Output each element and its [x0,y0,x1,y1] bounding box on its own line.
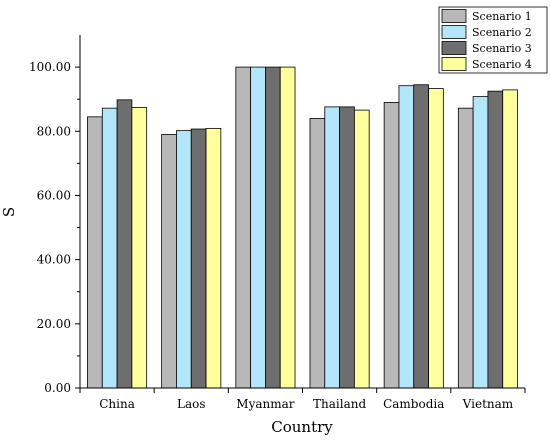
legend-label: Scenario 3 [472,42,532,55]
ticks-layer: 0.00 20.00 40.00 60.00 80.00 100.00 China Laos M… [29,60,526,411]
legend-label: Scenario 4 [472,58,532,71]
bar-laos-scenario-1 [161,134,177,389]
y-tick-label: 20.00 [37,317,71,331]
bar-china-scenario-3 [116,99,133,389]
y-tick-label: 80.00 [37,124,71,138]
x-tick-label: Thailand [313,397,366,411]
x-tick-label: China [99,397,135,411]
bar-myanmar-scenario-4 [279,66,296,389]
legend-swatch [441,57,467,71]
bar-china-scenario-2 [101,107,118,389]
y-axis-title: S [0,207,18,217]
x-tick-label: Myanmar [236,397,294,411]
legend: Scenario 1 Scenario 2 Scenario 3 Scenario 4 [438,6,548,74]
bar-vietnam-scenario-4 [502,89,518,389]
bar-china-scenario-4 [131,107,148,389]
y-tick-label: 60.00 [37,188,71,202]
bar-vietnam-scenario-1 [457,107,474,389]
y-tick-label: 100.00 [29,60,71,74]
bar-cambodia-scenario-3 [413,84,429,389]
bar-laos-scenario-2 [176,130,192,389]
legend-label: Scenario 2 [472,26,532,39]
legend-swatch [441,25,467,39]
bar-thailand-scenario-2 [324,106,340,389]
bar-thailand-scenario-3 [339,106,355,389]
y-tick-label: 40.00 [37,253,71,267]
x-axis-title: Country [271,418,333,436]
bar-laos-scenario-3 [190,128,207,389]
bar-myanmar-scenario-2 [250,66,266,389]
legend-swatch [441,9,467,23]
bar-myanmar-scenario-1 [235,66,252,389]
bar-cambodia-scenario-1 [383,101,400,389]
legend-swatch [441,41,467,55]
bar-thailand-scenario-1 [309,118,326,389]
y-tick-label: 0.00 [44,381,71,395]
bars-layer [87,66,518,389]
x-tick-label: Cambodia [383,397,444,411]
bar-cambodia-scenario-4 [428,88,444,389]
x-tick-label: Vietnam [462,397,514,411]
bar-china-scenario-1 [87,116,103,389]
x-tick-label: Laos [177,397,206,411]
legend-label: Scenario 1 [472,10,532,23]
bar-cambodia-scenario-2 [398,85,415,389]
bar-thailand-scenario-4 [353,109,370,389]
bar-laos-scenario-4 [205,127,222,389]
bar-vietnam-scenario-2 [472,96,489,389]
bar-vietnam-scenario-3 [487,90,504,389]
bar-myanmar-scenario-3 [265,66,281,389]
